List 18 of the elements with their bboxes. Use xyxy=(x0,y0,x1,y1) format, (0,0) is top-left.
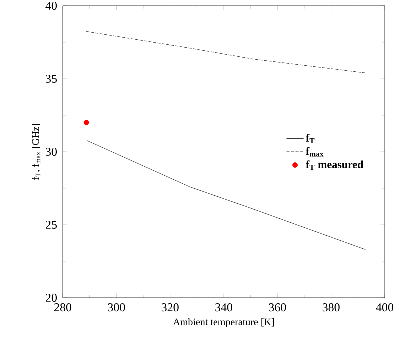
x-tick-label: 400 xyxy=(376,304,394,312)
x-tick-label: 320 xyxy=(162,304,179,312)
x-tick-label: 280 xyxy=(54,304,72,312)
legend-label: f$_{T}$ xyxy=(306,134,315,144)
x-tick-label: 340 xyxy=(216,304,233,312)
x-tick-label: 300 xyxy=(108,304,126,312)
legend-label: f$_{max}$ xyxy=(306,147,324,157)
x-axis-title: Ambient temperature [K] xyxy=(173,318,274,328)
y-tick-label: 35 xyxy=(46,74,58,84)
y-tick-label: 20 xyxy=(46,294,58,302)
line-series xyxy=(86,31,366,74)
y-axis-title: f$_{T}$, f$_{max}$ [GHz] xyxy=(32,124,41,180)
legend-label: f$_{T}$ measured xyxy=(306,160,364,170)
y-tick-label: 40 xyxy=(46,2,58,10)
y-tick-label: 30 xyxy=(46,148,58,156)
x-tick-label: 380 xyxy=(322,304,340,312)
x-tick-label: 360 xyxy=(269,304,286,312)
y-tick-label: 25 xyxy=(46,220,58,230)
